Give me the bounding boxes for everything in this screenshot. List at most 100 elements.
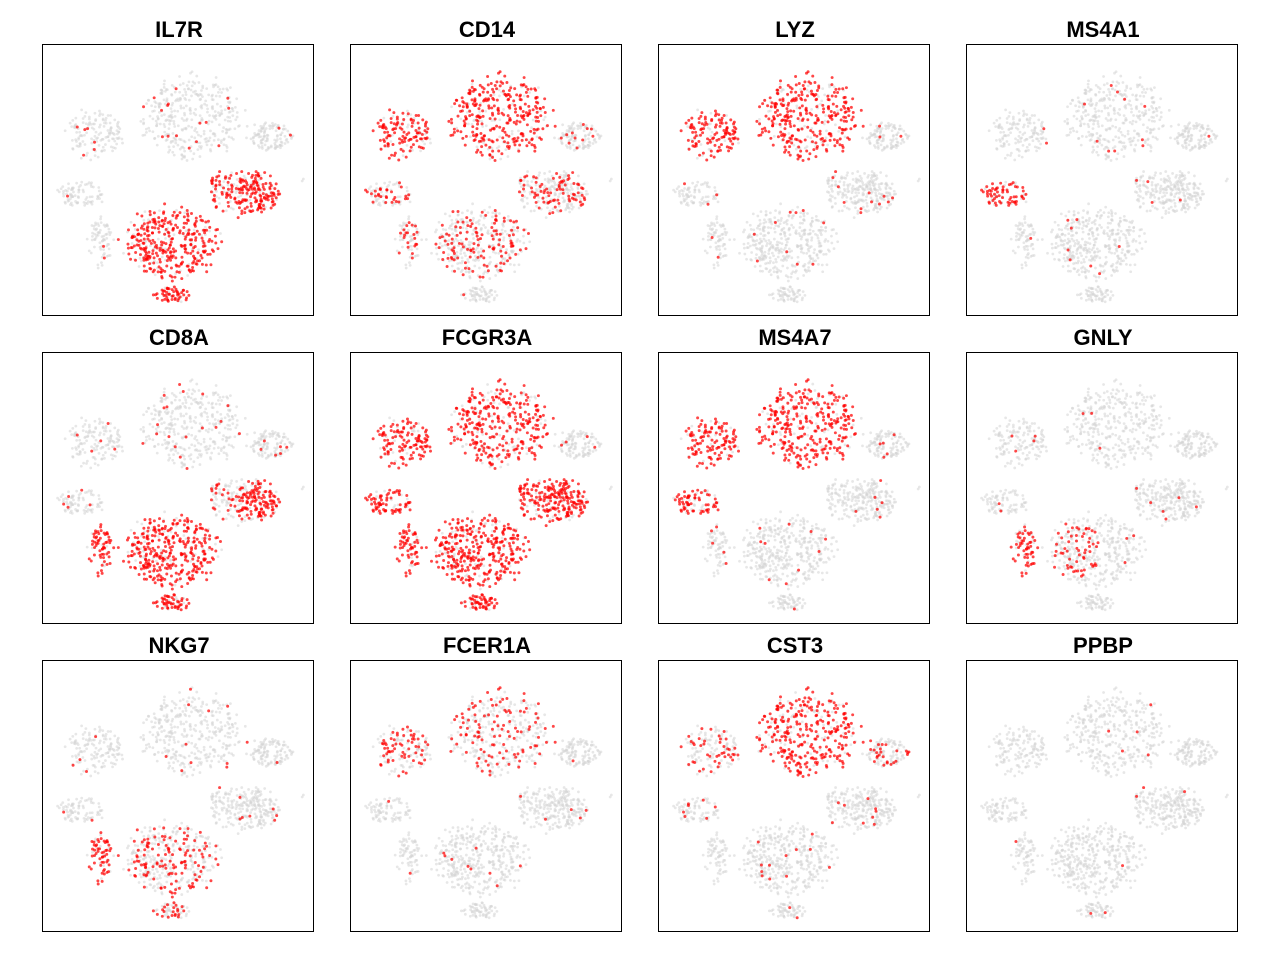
cell-point-expressed	[760, 130, 764, 134]
cell-point	[587, 146, 590, 150]
cell-point	[1109, 159, 1113, 162]
cell-point-expressed	[417, 113, 421, 117]
cell-point	[834, 123, 837, 127]
cell-point-expressed	[116, 238, 120, 242]
cell-point	[80, 108, 84, 112]
cell-point-expressed	[591, 134, 595, 138]
cell-point	[101, 113, 105, 117]
cell-point-expressed	[276, 192, 280, 196]
cell-point	[96, 136, 99, 140]
cell-point	[827, 191, 831, 194]
cell-point-expressed	[386, 144, 390, 148]
cell-point-expressed	[687, 118, 691, 122]
cell-point-expressed	[534, 96, 538, 100]
cell-point	[229, 86, 232, 90]
cell-point	[480, 290, 484, 294]
cell-point	[1152, 127, 1156, 131]
cell-point	[502, 238, 505, 242]
cell-point	[773, 216, 777, 220]
cell-point	[608, 179, 612, 183]
cell-point-expressed	[690, 123, 694, 126]
cell-point	[868, 141, 872, 145]
cell-point-expressed	[410, 223, 414, 227]
cell-point	[214, 94, 218, 98]
cell-point-expressed	[153, 226, 157, 230]
cell-point	[1017, 154, 1021, 158]
cell-point	[692, 201, 695, 205]
cell-point	[421, 139, 425, 143]
cell-point-expressed	[160, 108, 164, 112]
cell-point-expressed	[244, 179, 247, 183]
cell-point	[584, 189, 588, 193]
cell-point-expressed	[403, 197, 407, 201]
cell-point-expressed	[796, 127, 800, 131]
cell-point-expressed	[471, 269, 475, 273]
cell-point	[1127, 102, 1130, 106]
cell-point	[170, 93, 174, 97]
cell-point	[1141, 111, 1144, 114]
cell-point	[227, 135, 231, 139]
cell-point	[471, 202, 474, 206]
cell-point-expressed	[268, 186, 272, 190]
cell-point	[193, 136, 197, 140]
cell-point	[459, 252, 463, 256]
cell-point	[271, 121, 274, 125]
cell-point	[801, 290, 805, 294]
cell-point-expressed	[838, 137, 842, 141]
cell-point	[776, 219, 780, 223]
cell-point	[494, 251, 498, 255]
cell-point	[526, 183, 529, 187]
cell-point-expressed	[524, 138, 528, 142]
cell-point-expressed	[153, 245, 157, 249]
cell-point	[108, 233, 112, 237]
cell-point-expressed	[476, 238, 480, 242]
cell-point	[833, 174, 837, 178]
cell-point-expressed	[245, 191, 249, 195]
cell-point-expressed	[384, 127, 388, 131]
cell-point	[498, 118, 502, 122]
cell-point	[796, 255, 800, 259]
cell-point	[1013, 123, 1017, 126]
cell-point-expressed	[93, 140, 97, 144]
cell-point	[565, 129, 569, 132]
cell-point	[273, 147, 277, 150]
cell-point	[507, 254, 511, 257]
cell-point	[286, 140, 290, 144]
cell-point	[1114, 118, 1118, 122]
cell-point	[758, 264, 762, 268]
cell-point	[493, 296, 496, 300]
cell-point	[675, 187, 679, 191]
cell-point-expressed	[534, 200, 538, 204]
cell-point	[776, 240, 779, 244]
cell-point	[1154, 136, 1158, 140]
cell-point	[714, 245, 718, 249]
cell-point	[889, 147, 893, 150]
cell-point-expressed	[148, 213, 152, 217]
cell-point	[768, 247, 771, 251]
cell-point	[781, 264, 785, 268]
cell-point	[875, 124, 879, 128]
cell-point	[406, 123, 410, 127]
cell-point-expressed	[763, 126, 767, 130]
cell-point	[1114, 135, 1118, 139]
cell-point-expressed	[414, 224, 418, 228]
cell-point-expressed	[683, 182, 686, 186]
cell-point	[428, 137, 432, 141]
cell-point-expressed	[139, 239, 143, 243]
cell-point	[802, 219, 806, 222]
cell-point	[579, 197, 582, 201]
cell-point	[1167, 108, 1171, 112]
cell-point	[76, 201, 79, 205]
cell-point	[688, 190, 691, 194]
cell-point	[249, 137, 253, 141]
cell-point	[764, 213, 768, 217]
cell-point	[542, 118, 546, 122]
cell-point	[570, 207, 574, 211]
cell-point	[153, 273, 157, 277]
cell-point	[530, 180, 534, 183]
cell-point-expressed	[826, 106, 830, 110]
cell-point-expressed	[445, 232, 449, 236]
cell-point	[1196, 124, 1199, 128]
cell-point	[868, 179, 872, 183]
cell-point-expressed	[553, 124, 557, 128]
